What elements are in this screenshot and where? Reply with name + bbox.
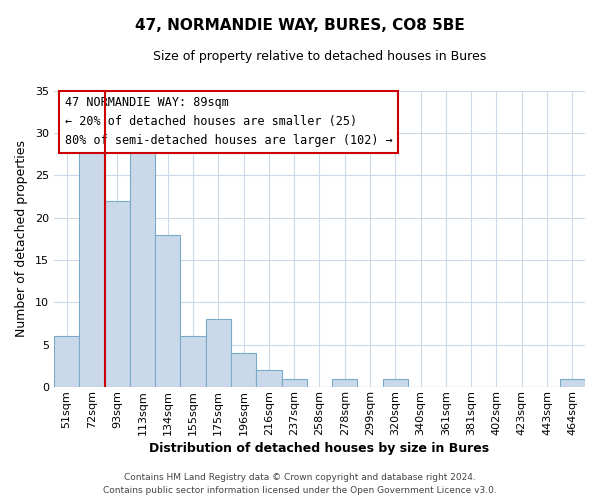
Bar xyxy=(155,234,181,387)
Bar xyxy=(281,378,307,387)
Bar xyxy=(560,378,585,387)
Bar xyxy=(206,320,231,387)
Bar xyxy=(256,370,281,387)
Bar xyxy=(130,150,155,387)
Y-axis label: Number of detached properties: Number of detached properties xyxy=(15,140,28,338)
Bar xyxy=(79,142,104,387)
Text: 47 NORMANDIE WAY: 89sqm
← 20% of detached houses are smaller (25)
80% of semi-de: 47 NORMANDIE WAY: 89sqm ← 20% of detache… xyxy=(65,96,392,148)
Bar xyxy=(54,336,79,387)
Title: Size of property relative to detached houses in Bures: Size of property relative to detached ho… xyxy=(153,50,486,63)
Text: Contains HM Land Registry data © Crown copyright and database right 2024.
Contai: Contains HM Land Registry data © Crown c… xyxy=(103,474,497,495)
Bar xyxy=(383,378,408,387)
Text: 47, NORMANDIE WAY, BURES, CO8 5BE: 47, NORMANDIE WAY, BURES, CO8 5BE xyxy=(135,18,465,32)
Bar xyxy=(231,354,256,387)
Bar xyxy=(332,378,358,387)
X-axis label: Distribution of detached houses by size in Bures: Distribution of detached houses by size … xyxy=(149,442,490,455)
Bar xyxy=(104,200,130,387)
Bar xyxy=(181,336,206,387)
